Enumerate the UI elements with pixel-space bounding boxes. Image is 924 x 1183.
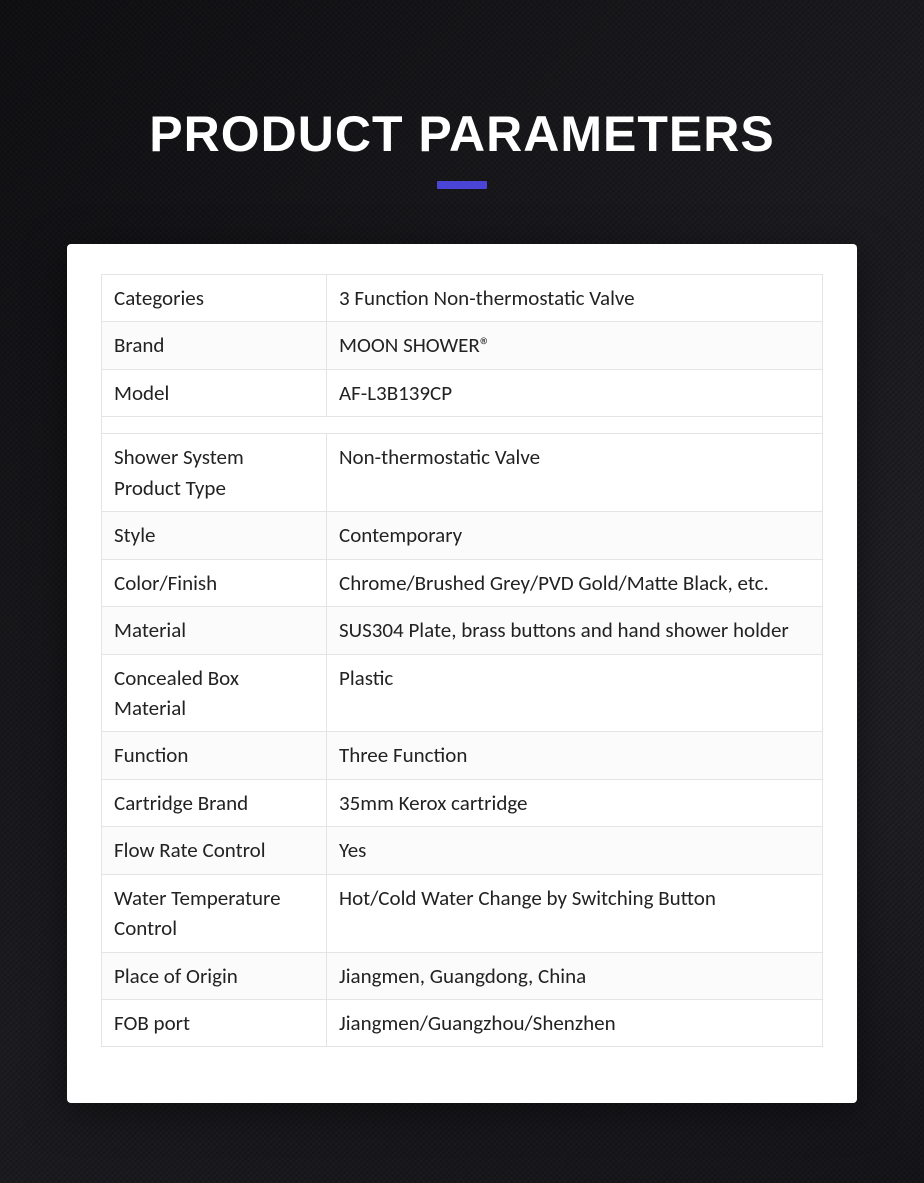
param-value: Jiangmen, Guangdong, China bbox=[327, 952, 823, 999]
table-row: BrandMOON SHOWER® bbox=[102, 322, 823, 369]
page-title: PRODUCT PARAMETERS bbox=[0, 0, 924, 163]
param-label: Color/Finish bbox=[102, 559, 327, 606]
table-row: FOB portJiangmen/Guangzhou/Shenzhen bbox=[102, 1000, 823, 1047]
param-value: Chrome/Brushed Grey/PVD Gold/Matte Black… bbox=[327, 559, 823, 606]
param-label: Water Temperature Control bbox=[102, 874, 327, 952]
param-label: Style bbox=[102, 512, 327, 559]
param-value: Three Function bbox=[327, 732, 823, 779]
param-label: Place of Origin bbox=[102, 952, 327, 999]
param-value: MOON SHOWER® bbox=[327, 322, 823, 369]
param-label: Function bbox=[102, 732, 327, 779]
parameters-card: Categories3 Function Non-thermostatic Va… bbox=[67, 244, 857, 1103]
table-row: Categories3 Function Non-thermostatic Va… bbox=[102, 275, 823, 322]
param-value: 3 Function Non-thermostatic Valve bbox=[327, 275, 823, 322]
table-row: MaterialSUS304 Plate, brass buttons and … bbox=[102, 607, 823, 654]
table-row: ModelAF-L3B139CP bbox=[102, 369, 823, 416]
param-value: Hot/Cold Water Change by Switching Butto… bbox=[327, 874, 823, 952]
param-value: 35mm Kerox cartridge bbox=[327, 779, 823, 826]
param-label: Model bbox=[102, 369, 327, 416]
table-row: FunctionThree Function bbox=[102, 732, 823, 779]
table-row: Place of OriginJiangmen, Guangdong, Chin… bbox=[102, 952, 823, 999]
param-label: Shower System Product Type bbox=[102, 434, 327, 512]
param-label: Brand bbox=[102, 322, 327, 369]
table-row: Concealed Box MaterialPlastic bbox=[102, 654, 823, 732]
parameters-table: Categories3 Function Non-thermostatic Va… bbox=[101, 274, 823, 1047]
title-underline bbox=[437, 181, 487, 189]
table-row: Water Temperature ControlHot/Cold Water … bbox=[102, 874, 823, 952]
table-row: Color/FinishChrome/Brushed Grey/PVD Gold… bbox=[102, 559, 823, 606]
param-value: SUS304 Plate, brass buttons and hand sho… bbox=[327, 607, 823, 654]
param-value: AF-L3B139CP bbox=[327, 369, 823, 416]
spacer-cell bbox=[102, 417, 823, 434]
param-label: Concealed Box Material bbox=[102, 654, 327, 732]
param-value: Plastic bbox=[327, 654, 823, 732]
param-label: Categories bbox=[102, 275, 327, 322]
param-label: Cartridge Brand bbox=[102, 779, 327, 826]
param-value: Contemporary bbox=[327, 512, 823, 559]
table-row: Flow Rate ControlYes bbox=[102, 827, 823, 874]
param-label: Material bbox=[102, 607, 327, 654]
param-value: Jiangmen/Guangzhou/Shenzhen bbox=[327, 1000, 823, 1047]
table-row: Shower System Product TypeNon-thermostat… bbox=[102, 434, 823, 512]
param-value: Yes bbox=[327, 827, 823, 874]
table-row: Cartridge Brand35mm Kerox cartridge bbox=[102, 779, 823, 826]
param-value: Non-thermostatic Valve bbox=[327, 434, 823, 512]
table-row bbox=[102, 417, 823, 434]
table-row: StyleContemporary bbox=[102, 512, 823, 559]
param-label: Flow Rate Control bbox=[102, 827, 327, 874]
param-label: FOB port bbox=[102, 1000, 327, 1047]
